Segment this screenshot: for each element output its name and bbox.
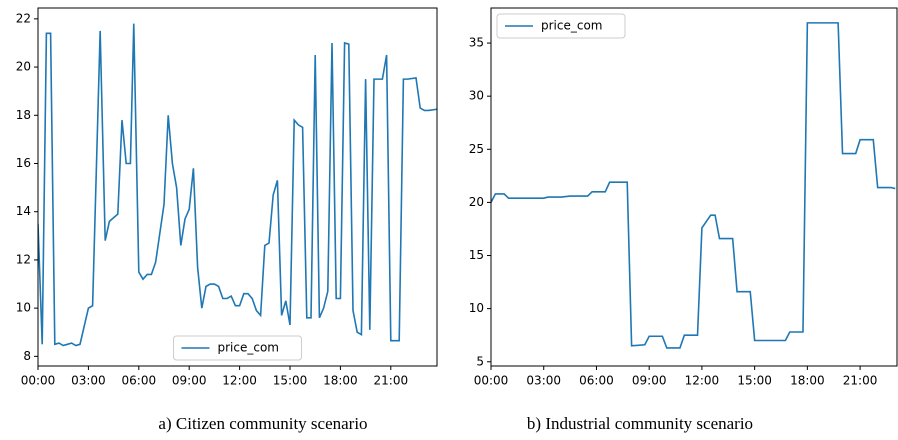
y-tick-label: 20 [469, 195, 484, 209]
y-tick-label: 8 [23, 349, 31, 363]
x-tick-label: 09:00 [632, 374, 667, 388]
y-tick-label: 5 [476, 354, 484, 368]
x-tick-label: 09:00 [172, 374, 207, 388]
x-tick-label: 18:00 [790, 374, 825, 388]
x-tick-label: 00:00 [474, 374, 509, 388]
x-tick-label: 21:00 [843, 374, 878, 388]
x-tick-label: 06:00 [579, 374, 614, 388]
y-tick-label: 15 [469, 248, 484, 262]
x-tick-label: 03:00 [71, 374, 106, 388]
plot-frame [490, 7, 898, 367]
y-tick-label: 30 [469, 89, 484, 103]
legend-label: price_com [541, 19, 603, 33]
y-tick-label: 12 [16, 252, 31, 266]
y-tick-label: 14 [16, 204, 31, 218]
x-tick-label: 18:00 [323, 374, 358, 388]
x-tick-label: 15:00 [737, 374, 772, 388]
x-tick-label: 12:00 [685, 374, 720, 388]
legend-box [173, 335, 302, 361]
x-tick-label: 12:00 [222, 374, 257, 388]
x-tick-label: 15:00 [273, 374, 308, 388]
x-tick-label: 00:00 [21, 374, 56, 388]
x-tick-label: 06:00 [122, 374, 157, 388]
x-tick-label: 21:00 [374, 374, 409, 388]
price-line [38, 23, 437, 347]
caption: a) Citizen community scenario [158, 414, 367, 433]
legend-box [496, 13, 626, 39]
caption: b) Industrial community scenario [527, 414, 753, 433]
y-tick-label: 25 [469, 142, 484, 156]
y-tick-label: 16 [16, 156, 31, 170]
y-tick-label: 20 [16, 60, 31, 74]
y-tick-label: 35 [469, 36, 484, 50]
plot-frame [37, 7, 438, 367]
price-line [491, 22, 896, 349]
y-tick-label: 18 [16, 108, 31, 122]
y-tick-label: 22 [16, 11, 31, 25]
y-tick-label: 10 [16, 301, 31, 315]
legend-label: price_com [218, 341, 280, 355]
x-tick-label: 03:00 [526, 374, 561, 388]
y-tick-label: 10 [469, 301, 484, 315]
